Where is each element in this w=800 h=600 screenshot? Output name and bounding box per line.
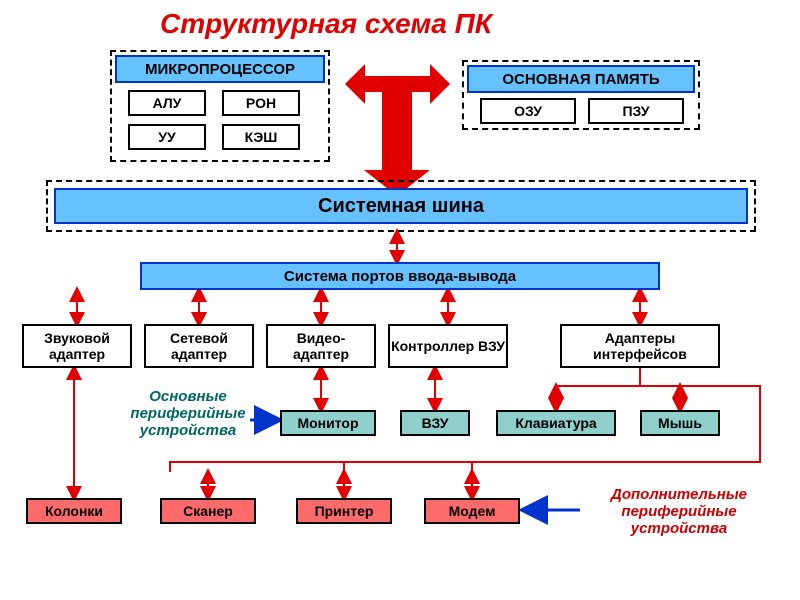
ctrl: Контроллер ВЗУ [388,324,508,368]
extra_periph: Дополнительныепериферийныеустройства [584,486,774,537]
rom: ПЗУ [588,98,684,124]
ron: РОН [222,90,300,116]
alu: АЛУ [128,90,206,116]
ifc: Адаптеры интерфейсов [560,324,720,368]
ports: Система портов ввода-вывода [140,262,660,290]
page-title: Структурная схема ПК [160,8,492,40]
prn: Принтер [296,498,392,524]
cpu: МИКРОПРОЦЕССОР [115,55,325,83]
kbd: Клавиатура [496,410,616,436]
main_periph: Основныепериферийныеустройства [108,388,268,439]
mouse: Мышь [640,410,720,436]
diagram-stage: Структурная схема ПК МИКРОПРОЦЕССОР АЛУ РОН… [0,0,800,600]
bus: Системная шина [54,188,748,224]
cache: КЭШ [222,124,300,150]
vid: Видео- адаптер [266,324,376,368]
monitor: Монитор [280,410,376,436]
mem: ОСНОВНАЯ ПАМЯТЬ [467,65,695,93]
modem: Модем [424,498,520,524]
vzu: ВЗУ [400,410,470,436]
snd: Звуковой адаптер [22,324,132,368]
uu: УУ [128,124,206,150]
spk: Колонки [26,498,122,524]
scan: Сканер [160,498,256,524]
net: Сетевой адаптер [144,324,254,368]
ram: ОЗУ [480,98,576,124]
